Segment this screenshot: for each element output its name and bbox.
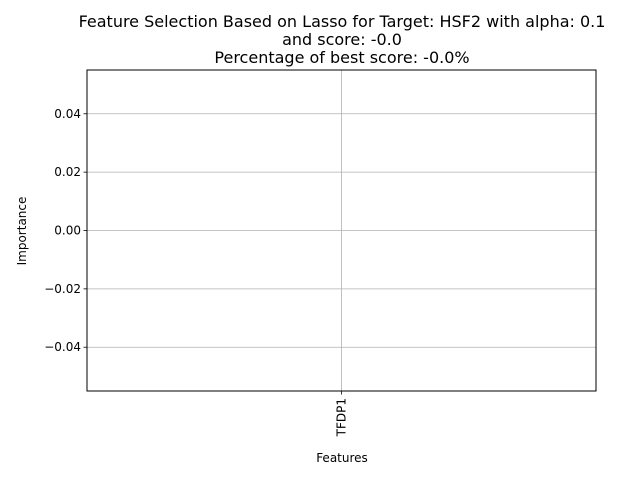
y-tick-label: −0.04 — [44, 340, 81, 354]
y-tick-label: 0.02 — [54, 165, 81, 179]
chart-title: Feature Selection Based on Lasso for Tar… — [79, 12, 606, 67]
y-axis-label: Importance — [15, 197, 29, 266]
title-line-3: Percentage of best score: -0.0% — [214, 48, 469, 67]
title-line-1: Feature Selection Based on Lasso for Tar… — [79, 12, 606, 31]
title-line-2: and score: -0.0 — [282, 30, 402, 49]
y-axis-ticks: −0.04 −0.02 0.00 0.02 0.04 — [44, 107, 87, 354]
x-axis-ticks: TFDP1 — [335, 391, 349, 437]
grid-lines — [87, 70, 596, 391]
y-tick-label: −0.02 — [44, 282, 81, 296]
y-tick-label: 0.00 — [54, 224, 81, 238]
x-tick-label: TFDP1 — [335, 398, 349, 437]
y-tick-label: 0.04 — [54, 107, 81, 121]
x-axis-label: Features — [316, 451, 368, 465]
